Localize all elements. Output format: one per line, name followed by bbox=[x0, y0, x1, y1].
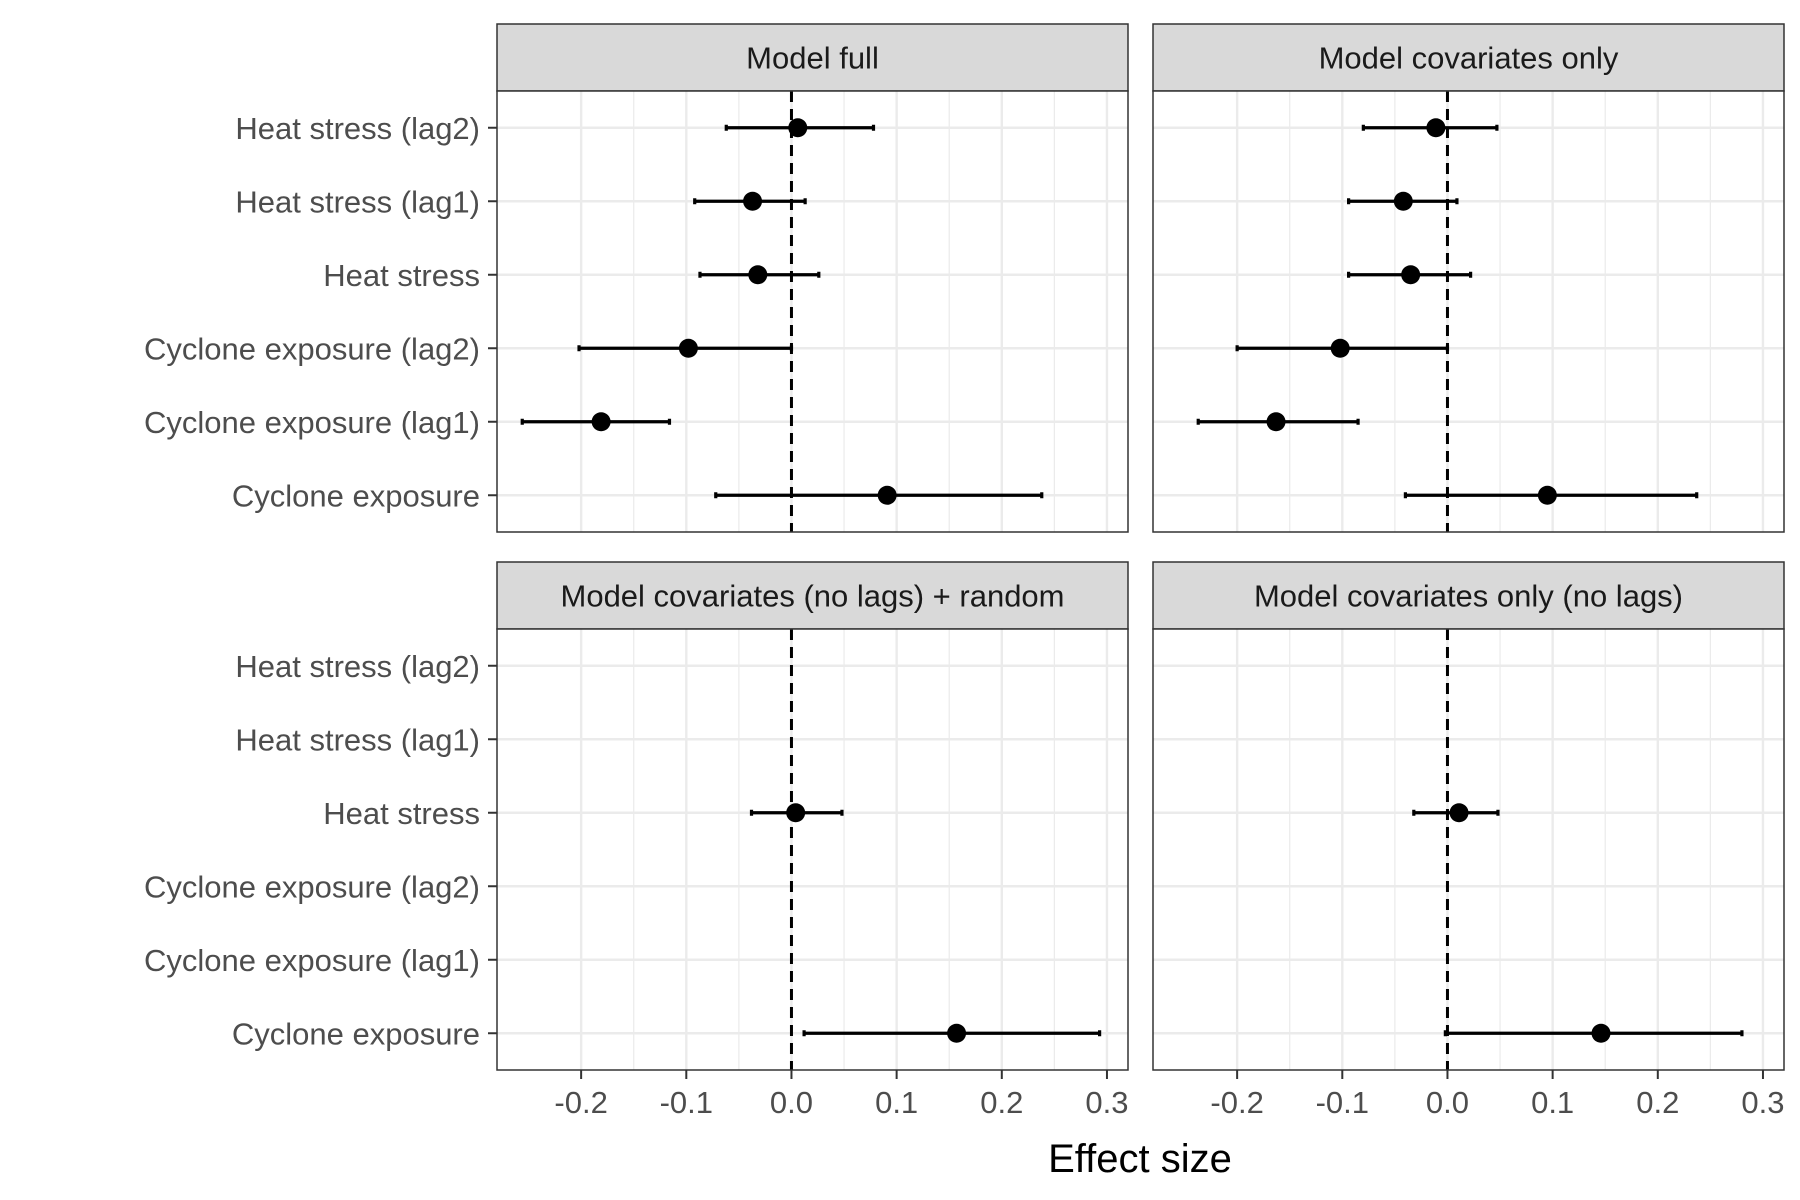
point-estimate bbox=[1330, 338, 1350, 358]
point-estimate bbox=[877, 485, 897, 505]
point-estimate bbox=[1426, 118, 1446, 138]
x-tick-label: 0.2 bbox=[980, 1085, 1023, 1120]
facet-model-covariates-only: Model covariates only bbox=[1152, 23, 1785, 533]
y-tick-label: Heat stress (lag2) bbox=[235, 649, 480, 684]
x-tick-label: -0.2 bbox=[1210, 1085, 1263, 1120]
point-estimate bbox=[1591, 1023, 1611, 1043]
point-estimate bbox=[1449, 803, 1469, 823]
facet-model-covariates-only-no-lags: Model covariates only (no lags) -0.2 -0.1 0… bbox=[1152, 561, 1785, 1120]
x-tick-label: 0.0 bbox=[1426, 1085, 1469, 1120]
x-tick-label: 0.1 bbox=[1531, 1085, 1574, 1120]
x-tick-label: 0.3 bbox=[1085, 1085, 1128, 1120]
point-estimate bbox=[743, 191, 763, 211]
y-tick-label: Cyclone exposure (lag2) bbox=[144, 869, 480, 904]
point-estimate bbox=[678, 338, 698, 358]
y-tick-label: Heat stress (lag1) bbox=[235, 722, 480, 757]
x-tick-label: -0.1 bbox=[1316, 1085, 1369, 1120]
y-tick-label: Cyclone exposure (lag2) bbox=[144, 331, 480, 366]
y-tick-label: Cyclone exposure bbox=[232, 478, 480, 513]
point-estimate bbox=[748, 265, 768, 285]
y-tick-label: Heat stress (lag1) bbox=[235, 184, 480, 219]
panel-border bbox=[496, 628, 1129, 1071]
y-tick-label: Cyclone exposure (lag1) bbox=[144, 405, 480, 440]
facets-layer: Model full Heat stress (lag2) Heat stress … bbox=[144, 23, 1785, 1120]
panel-border bbox=[496, 90, 1129, 533]
point-estimate bbox=[1537, 485, 1557, 505]
point-estimate bbox=[1393, 191, 1413, 211]
facet-title: Model covariates (no lags) + random bbox=[561, 579, 1065, 614]
panel-background bbox=[497, 629, 1128, 1070]
facet-title: Model covariates only bbox=[1319, 41, 1619, 76]
x-tick-label: 0.1 bbox=[875, 1085, 918, 1120]
point-estimate bbox=[788, 118, 808, 138]
x-tick-label: -0.1 bbox=[660, 1085, 713, 1120]
facet-model-full: Model full Heat stress (lag2) Heat stress … bbox=[144, 23, 1129, 533]
point-estimate bbox=[591, 412, 611, 432]
facet-model-covariates-no-lags-random: Model covariates (no lags) + random Heat … bbox=[144, 561, 1129, 1120]
panel-background bbox=[1153, 91, 1784, 532]
facet-title: Model covariates only (no lags) bbox=[1254, 579, 1683, 614]
point-estimate bbox=[947, 1023, 967, 1043]
x-axis-title: Effect size bbox=[1048, 1137, 1232, 1181]
facet-strip bbox=[1152, 561, 1785, 630]
x-tick-label: 0.0 bbox=[770, 1085, 813, 1120]
y-tick-label: Heat stress bbox=[323, 796, 480, 831]
point-estimate bbox=[1401, 265, 1421, 285]
facet-strip bbox=[1152, 23, 1785, 92]
facet-strip bbox=[496, 561, 1129, 630]
panel-border bbox=[1152, 90, 1785, 533]
point-estimate bbox=[786, 803, 806, 823]
point-estimate bbox=[1266, 412, 1286, 432]
panel-border bbox=[1152, 628, 1785, 1071]
y-tick-label: Heat stress bbox=[323, 258, 480, 293]
x-tick-label: 0.3 bbox=[1741, 1085, 1784, 1120]
x-tick-label: 0.2 bbox=[1636, 1085, 1679, 1120]
facet-strip bbox=[496, 23, 1129, 92]
y-tick-label: Heat stress (lag2) bbox=[235, 111, 480, 146]
panel-background bbox=[497, 91, 1128, 532]
y-tick-label: Cyclone exposure (lag1) bbox=[144, 943, 480, 978]
panel-background bbox=[1153, 629, 1784, 1070]
facet-title: Model full bbox=[746, 41, 879, 76]
y-tick-label: Cyclone exposure bbox=[232, 1016, 480, 1051]
x-tick-label: -0.2 bbox=[554, 1085, 607, 1120]
